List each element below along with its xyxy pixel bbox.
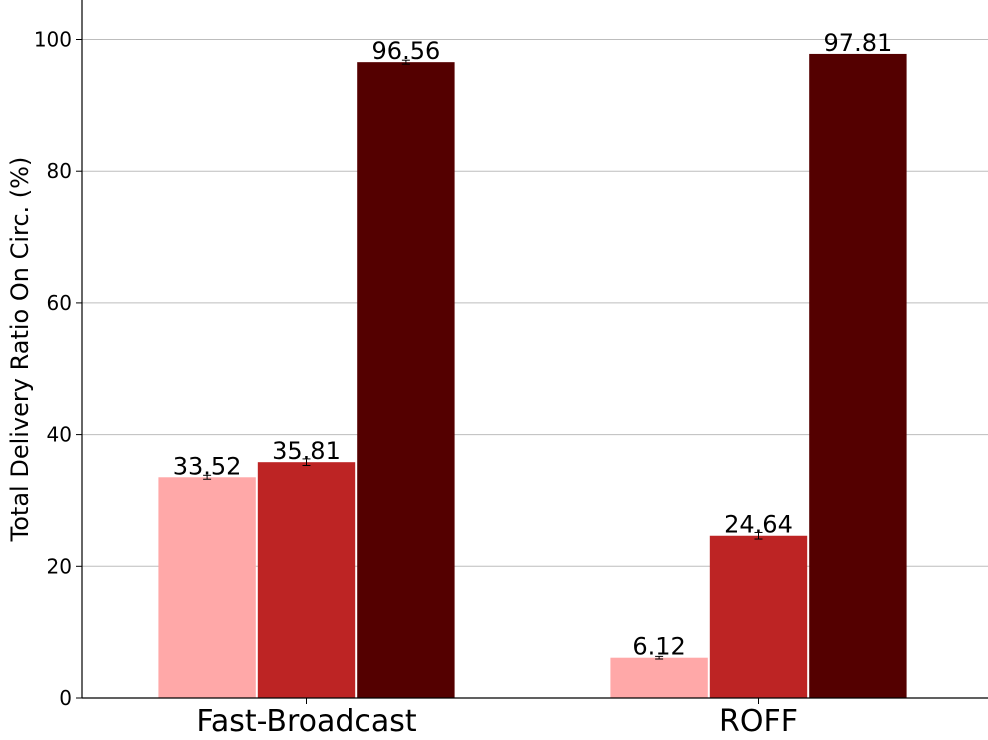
y-tick-label: 80 (47, 159, 72, 183)
bar (709, 535, 808, 698)
bar (158, 477, 256, 698)
bars (158, 53, 907, 699)
y-tick-label: 100 (34, 28, 72, 52)
y-axis-title: Total Delivery Ratio On Circ. (%) (6, 157, 34, 543)
data-label: 97.81 (824, 29, 893, 57)
y-tick-label: 20 (47, 554, 72, 578)
y-tick-label: 60 (47, 291, 72, 315)
data-label: 35.81 (272, 437, 341, 465)
data-label: 24.64 (724, 511, 793, 539)
data-labels: 33.52 35.81 96.56 6.12 24.64 97.81 (173, 29, 893, 661)
bar (610, 657, 708, 698)
x-tick-labels: Fast-Broadcast ROFF (196, 698, 798, 739)
bar (357, 62, 455, 699)
data-label: 6.12 (632, 633, 685, 661)
bar (809, 53, 907, 699)
x-tick-label: ROFF (719, 704, 798, 739)
axes (81, 0, 988, 699)
y-tick-label: 0 (59, 686, 72, 710)
data-label: 33.52 (173, 452, 242, 480)
y-tick-labels: 0 20 40 60 80 100 (34, 28, 82, 710)
y-tick-label: 40 (47, 423, 72, 447)
x-tick-label: Fast-Broadcast (196, 704, 417, 739)
data-label: 96.56 (372, 37, 441, 65)
bar (257, 462, 356, 698)
